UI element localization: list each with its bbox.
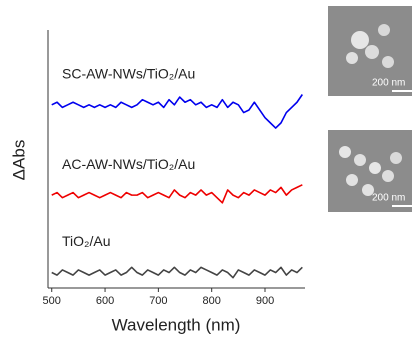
sem-inset: 200 nm [328, 6, 412, 96]
series-line [52, 95, 303, 129]
scale-bar-label: 200 nm [372, 193, 405, 204]
scale-bar-label: 200 nm [372, 78, 405, 89]
sem-inset: 200 nm [328, 130, 412, 212]
chart: 200 nm 200 nm ΔAbs Wavelength (nm) 500 60… [0, 0, 412, 343]
series-label: SC-AW-NWs/TiO₂/Au [62, 66, 195, 82]
series-line [52, 267, 303, 277]
x-tick-label: 500 [43, 295, 61, 307]
series-line [52, 185, 303, 203]
x-tick-label: 900 [256, 295, 274, 307]
series-label: AC-AW-NWs/TiO₂/Au [62, 156, 195, 172]
y-axis-title: ΔAbs [9, 140, 28, 181]
series-label: TiO₂/Au [62, 233, 110, 249]
x-tick-label: 700 [149, 295, 167, 307]
x-tick-label: 600 [96, 295, 114, 307]
x-tick-label: 800 [203, 295, 221, 307]
x-axis-title: Wavelength (nm) [112, 315, 241, 334]
